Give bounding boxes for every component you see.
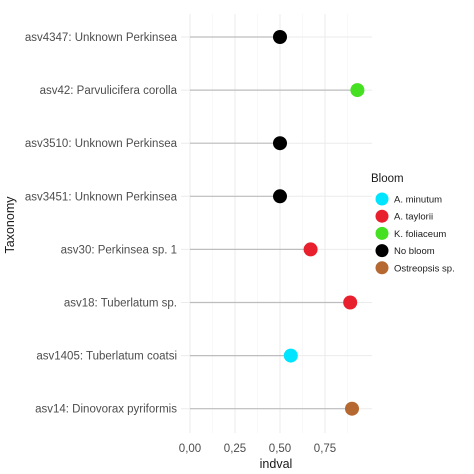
legend-key [375,209,389,223]
legend-key [375,244,389,258]
x-axis-title: indval [260,457,293,471]
legend-label: No bloom [394,246,435,257]
lollipop-point [273,189,287,204]
lollipop-point [343,295,358,310]
lollipop-points [273,30,365,416]
y-tick-label: asv3451: Unknown Perkinsea [25,191,178,203]
y-tick-labels: asv4347: Unknown Perkinsea asv42: Parvuli… [25,32,178,416]
y-tick-label: asv42: Parvulicifera corolla [40,85,178,97]
y-tick-label: asv3510: Unknown Perkinsea [25,138,178,150]
y-tick-label: asv14: Dinovorax pyriformis [35,404,177,416]
lollipop-point [303,242,318,257]
lollipop-stems [190,36,358,410]
legend-label: Ostreopsis sp. [394,263,455,274]
legend-label: A. taylorii [394,212,433,223]
y-axis-title: Taxonomy [3,196,17,254]
x-tick-label: 0,00 [179,443,201,455]
y-tick-label: asv1405: Tuberlatum coatsi [36,351,177,363]
lollipop-point [283,348,298,363]
legend-key [375,192,389,206]
y-tick-label: asv18: Tuberlatum sp. [64,298,177,310]
grid [181,14,372,433]
legend-key [375,226,389,240]
y-tick-label: asv30: Perkinsea sp. 1 [61,244,177,256]
lollipop-point [345,401,359,416]
x-tick-label: 0,75 [314,443,336,455]
x-tick-label: 0,25 [224,443,246,455]
lollipop-point [273,136,287,151]
lollipop-point [273,30,287,44]
legend: Bloom A. minutum A. taylorii K. foliaceum N… [371,173,455,275]
x-tick-labels: 0,00 0,25 0,50 0,75 [179,443,336,455]
x-tick-label: 0,50 [269,443,291,455]
legend-label: A. minutum [394,195,442,206]
legend-key [375,261,389,275]
legend-label: K. foliaceum [394,229,446,240]
y-tick-label: asv4347: Unknown Perkinsea [25,32,178,44]
legend-title: Bloom [371,173,404,185]
lollipop-point [350,83,365,98]
